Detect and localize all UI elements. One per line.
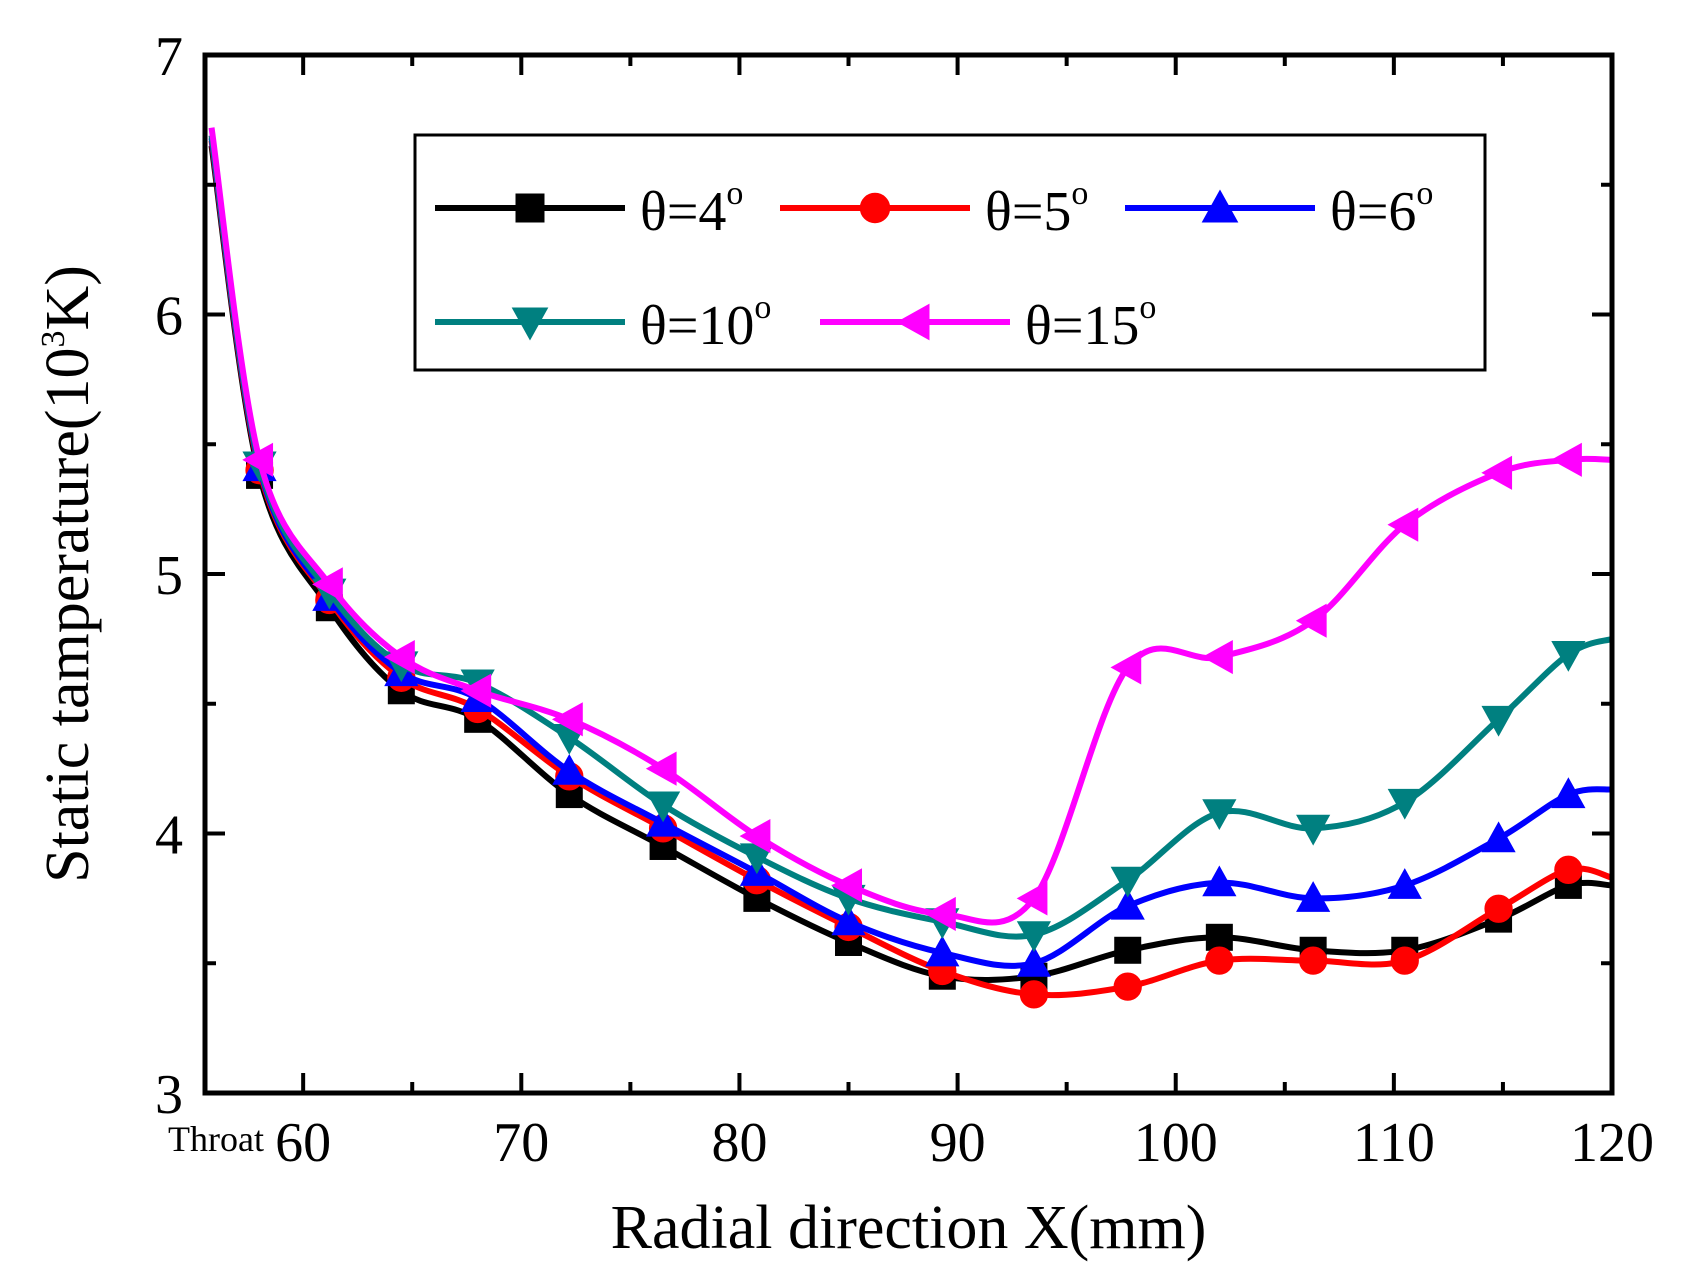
data-point: [1114, 936, 1142, 964]
legend-item: θ=4o: [435, 175, 743, 243]
legend-marker: [859, 192, 891, 224]
data-point: [1481, 705, 1516, 737]
data-point: [1205, 923, 1233, 951]
y-tick-label: 6: [155, 286, 183, 348]
data-point: [1296, 881, 1331, 912]
legend-marker: [511, 307, 549, 341]
data-point: [1016, 881, 1048, 916]
legend-label: θ=5o: [985, 175, 1088, 243]
legend-item: θ=6o: [1125, 175, 1433, 243]
data-point: [645, 751, 677, 786]
data-point: [1484, 894, 1513, 923]
legend-item: θ=5o: [780, 175, 1088, 243]
x-axis-title: Radial direction X(mm): [611, 1194, 1207, 1262]
degree-mark: o: [1071, 175, 1088, 212]
data-point: [831, 868, 863, 903]
data-point: [925, 896, 956, 932]
x-tick-label: 110: [1353, 1112, 1435, 1174]
data-point: [1551, 640, 1586, 672]
data-point: [831, 904, 866, 936]
data-point: [1551, 777, 1586, 809]
data-point: [1387, 507, 1419, 542]
ticks-layer: 60 70 80 90 100 110 120 3 4 5 6 7: [155, 26, 1654, 1174]
data-point: [739, 818, 771, 854]
degree-mark: o: [1416, 175, 1433, 212]
y-tick-label: 7: [155, 26, 183, 88]
legend-label: θ=4o: [640, 175, 743, 243]
y-tick-label: 4: [155, 805, 183, 867]
data-point: [1113, 972, 1142, 1001]
data-point: [552, 753, 587, 785]
x-tick-label: 80: [711, 1112, 767, 1174]
y-axis-title: Static tamperature(103K): [34, 265, 102, 883]
x-tick-label: 60: [275, 1112, 331, 1174]
y-axis-title-suffix: K): [34, 265, 102, 330]
y-axis-title-prefix: Static tamperature(10: [34, 348, 102, 883]
degree-mark: o: [754, 289, 771, 326]
degree-mark: o: [1139, 289, 1156, 326]
legend-marker: [1201, 189, 1239, 223]
data-point: [1296, 814, 1331, 846]
data-point: [242, 442, 274, 477]
legend-marker: [896, 303, 930, 341]
data-point: [1481, 455, 1513, 490]
y-tick-label: 5: [155, 545, 183, 607]
data-point: [1551, 442, 1582, 477]
data-point: [1387, 788, 1422, 820]
data-point: [645, 791, 681, 823]
legend: θ=4o θ=5o θ=6o θ=10o θ=15o: [413, 133, 1487, 372]
y-axis-title-sup: 3: [35, 331, 72, 348]
throat-label: Throat: [168, 1119, 264, 1159]
data-point: [1202, 865, 1237, 897]
legend-marker: [515, 193, 545, 223]
data-point: [1016, 921, 1052, 952]
data-point: [1019, 980, 1049, 1009]
legend-label: θ=15o: [1025, 289, 1156, 357]
data-point: [460, 673, 492, 708]
x-tick-label: 120: [1570, 1112, 1654, 1174]
degree-mark: o: [726, 175, 743, 212]
data-point: [1202, 639, 1233, 675]
data-point: [1481, 821, 1516, 853]
data-point: [1202, 799, 1237, 831]
data-point: [384, 639, 415, 675]
series-5: [208, 127, 1613, 932]
data-point: [1295, 603, 1327, 638]
x-tick-label: 70: [493, 1112, 549, 1174]
data-point: [1390, 946, 1419, 975]
x-tick-label: 90: [930, 1112, 986, 1174]
legend-label: θ=6o: [1330, 175, 1433, 243]
x-tick-label: 100: [1134, 1112, 1218, 1174]
data-point: [1387, 868, 1422, 899]
data-point: [1110, 650, 1142, 685]
data-point: [1110, 866, 1145, 898]
series-layer: [208, 127, 1614, 1009]
data-point: [1016, 945, 1052, 977]
data-point: [552, 702, 583, 737]
legend-label: θ=10o: [640, 289, 771, 357]
data-point: [925, 935, 960, 967]
data-point: [1110, 888, 1145, 920]
legend-box: [413, 133, 1487, 372]
data-point: [1205, 946, 1234, 975]
legend-item: θ=15o: [820, 289, 1156, 357]
y-tick-label: 3: [155, 1064, 183, 1126]
legend-item: θ=10o: [435, 289, 771, 357]
data-point: [1554, 855, 1583, 884]
data-point: [1298, 946, 1328, 975]
data-point: [312, 567, 343, 602]
